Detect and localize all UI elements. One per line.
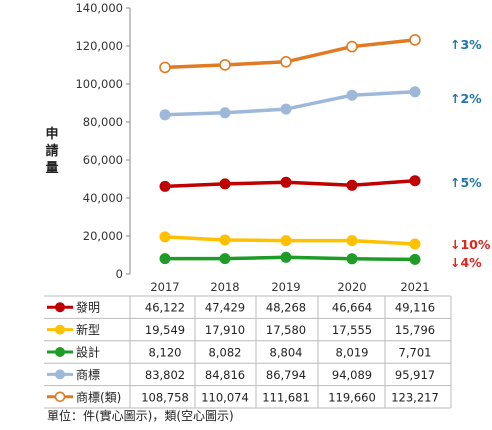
data-point: [280, 176, 292, 188]
data-point: [280, 103, 292, 115]
footnote: 單位：件(實心圖示)，類(空心圖示): [47, 408, 234, 423]
legend-swatch-marker: [55, 324, 65, 335]
y-axis-title-char: 量: [45, 161, 58, 176]
data-label: 111,681: [262, 390, 310, 404]
y-tick-label: 40,000: [83, 191, 123, 205]
data-point: [409, 34, 421, 46]
change-annotation: ↓4%: [450, 255, 482, 270]
data-point: [409, 238, 421, 250]
data-label: 19,549: [145, 323, 185, 337]
data-label: 7,701: [399, 346, 432, 360]
y-tick-label: 20,000: [83, 229, 123, 243]
data-label: 8,019: [336, 346, 369, 360]
data-point: [409, 253, 421, 265]
data-label: 46,664: [332, 301, 372, 315]
data-label: 8,120: [149, 346, 182, 360]
data-point: [409, 86, 421, 98]
x-tick-label: 2018: [210, 280, 239, 294]
data-label: 17,555: [332, 323, 372, 337]
plot-area: [159, 34, 421, 265]
data-label: 86,794: [266, 368, 306, 382]
data-point: [159, 253, 171, 265]
y-tick-label: 120,000: [75, 39, 123, 53]
data-point: [219, 178, 231, 190]
data-point: [219, 234, 231, 246]
data-point: [159, 231, 171, 243]
data-label: 17,910: [205, 323, 245, 337]
x-tick-label: 2017: [150, 280, 179, 294]
data-point: [219, 59, 231, 71]
data-point: [346, 89, 358, 101]
data-label: 83,802: [145, 368, 185, 382]
change-annotation: ↑3%: [450, 37, 482, 52]
data-point: [159, 109, 171, 121]
data-point: [280, 55, 292, 68]
data-label: 48,268: [266, 301, 306, 315]
data-label: 110,074: [201, 390, 249, 404]
data-label: 15,796: [395, 323, 435, 337]
x-tick-label: 2019: [271, 280, 300, 294]
legend-label: 商標(類): [76, 389, 121, 404]
data-label: 17,580: [266, 323, 306, 337]
data-label: 8,804: [270, 346, 303, 360]
data-label: 47,429: [205, 301, 245, 315]
legend-swatch-marker: [55, 302, 65, 313]
y-axis-title-char: 申: [45, 126, 58, 142]
data-point: [159, 61, 171, 74]
data-point: [280, 235, 292, 247]
change-annotation: ↑2%: [450, 91, 482, 106]
data-label: 46,122: [145, 301, 185, 315]
data-label: 49,116: [395, 301, 435, 315]
data-label: 123,217: [391, 390, 439, 404]
y-axis-title-char: 請: [45, 143, 58, 159]
legend-label: 設計: [76, 345, 100, 360]
data-point: [346, 40, 358, 53]
data-point: [409, 175, 421, 187]
y-tick-label: 80,000: [83, 115, 123, 129]
data-label: 119,660: [328, 390, 376, 404]
y-tick-label: 140,000: [75, 1, 123, 15]
data-point: [346, 235, 358, 247]
change-annotations: ↑5% ↓10% ↓4% ↑2% ↑3%: [450, 37, 491, 270]
data-point: [346, 179, 358, 191]
data-label: 108,758: [141, 390, 189, 404]
legend-swatch-marker: [55, 347, 65, 357]
data-label: 94,089: [332, 368, 372, 382]
y-tick-label: 60,000: [83, 153, 123, 167]
data-point: [346, 253, 358, 265]
y-tick-label: 100,000: [75, 77, 123, 91]
data-point: [219, 107, 231, 119]
data-label: 84,816: [205, 368, 245, 382]
legend-label: 發明: [76, 300, 100, 315]
data-point: [280, 251, 292, 263]
change-annotation: ↑5%: [450, 175, 482, 190]
legend-label: 新型: [76, 322, 100, 337]
x-tick-label: 2020: [337, 280, 366, 294]
x-tick-label: 2021: [400, 280, 429, 294]
change-annotation: ↓10%: [450, 237, 491, 252]
legend-label: 商標: [76, 367, 100, 382]
data-label: 95,917: [395, 368, 435, 382]
data-point: [159, 180, 171, 192]
x-axis-tick-labels: 2017 2018 2019 2020 2021: [150, 280, 429, 294]
data-table: 發明 46,122 47,429 48,268 46,664 49,116 新型 19,549…: [44, 295, 452, 409]
y-axis: 0 20,000 40,000 60,000 80,000 100,000 120,000 1…: [75, 1, 131, 281]
y-axis-label: 申請量: [45, 126, 58, 176]
data-label: 8,082: [209, 346, 242, 360]
legend-swatch-marker: [55, 369, 65, 380]
data-point: [219, 253, 231, 265]
legend-swatch-marker: [54, 391, 66, 403]
y-tick-label: 0: [116, 267, 123, 281]
